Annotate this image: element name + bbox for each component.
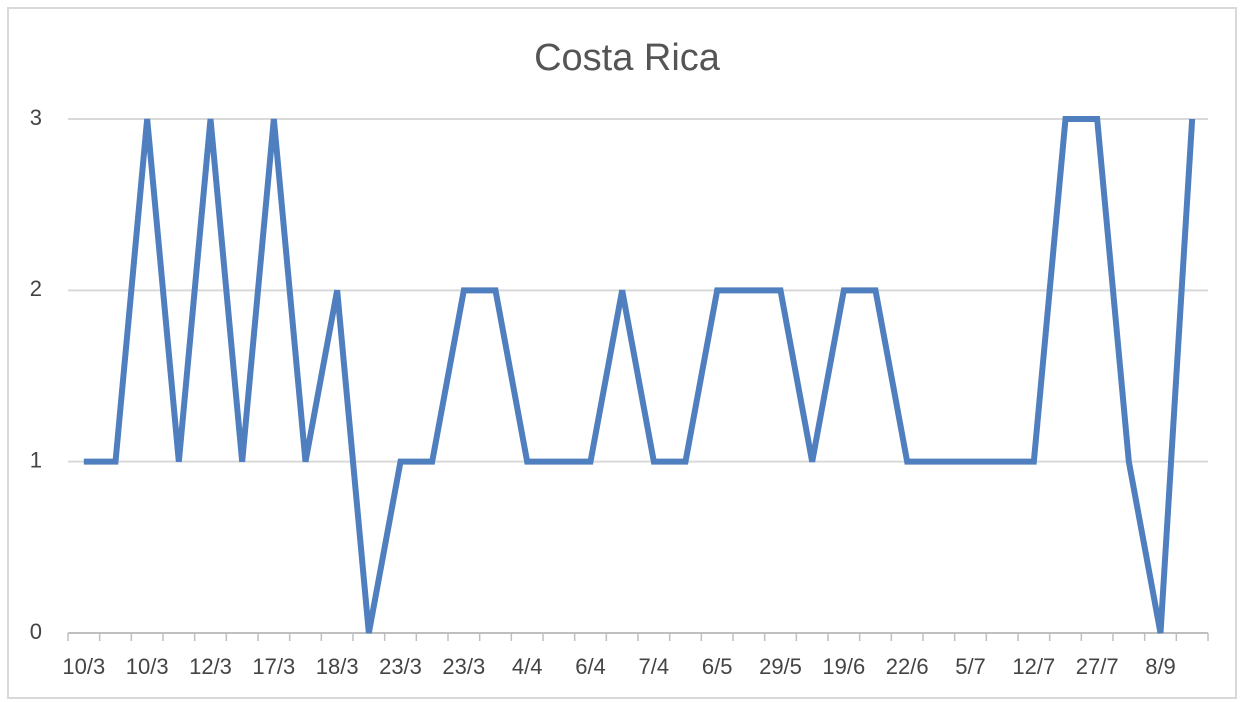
x-tick-label: 12/7 [1012,654,1055,679]
data-line [83,116,1196,634]
x-tick-label: 17/3 [252,654,295,679]
y-tick-label: 1 [30,447,42,472]
x-tick-label: 23/3 [379,654,422,679]
x-tick-label: 18/3 [316,654,359,679]
x-tick-label: 22/6 [886,654,929,679]
x-tick-label: 6/4 [575,654,606,679]
x-tick-label: 5/7 [955,654,986,679]
x-tick-label: 23/3 [442,654,485,679]
x-tick-label: 19/6 [822,654,865,679]
x-tick-label: 12/3 [189,654,232,679]
y-tick-label: 2 [30,276,42,301]
chart-title: Costa Rica [534,37,721,79]
x-tick-label: 10/3 [62,654,105,679]
y-tick-label: 3 [30,105,42,130]
x-tick-label: 8/9 [1145,654,1176,679]
x-tick-label: 29/5 [759,654,802,679]
x-tick-label: 7/4 [639,654,670,679]
x-tick-label: 27/7 [1076,654,1119,679]
x-tick-label: 10/3 [126,654,169,679]
x-tick-label: 4/4 [512,654,543,679]
chart-border [7,7,1237,699]
y-tick-label: 0 [30,619,42,644]
x-tick-label: 6/5 [702,654,733,679]
